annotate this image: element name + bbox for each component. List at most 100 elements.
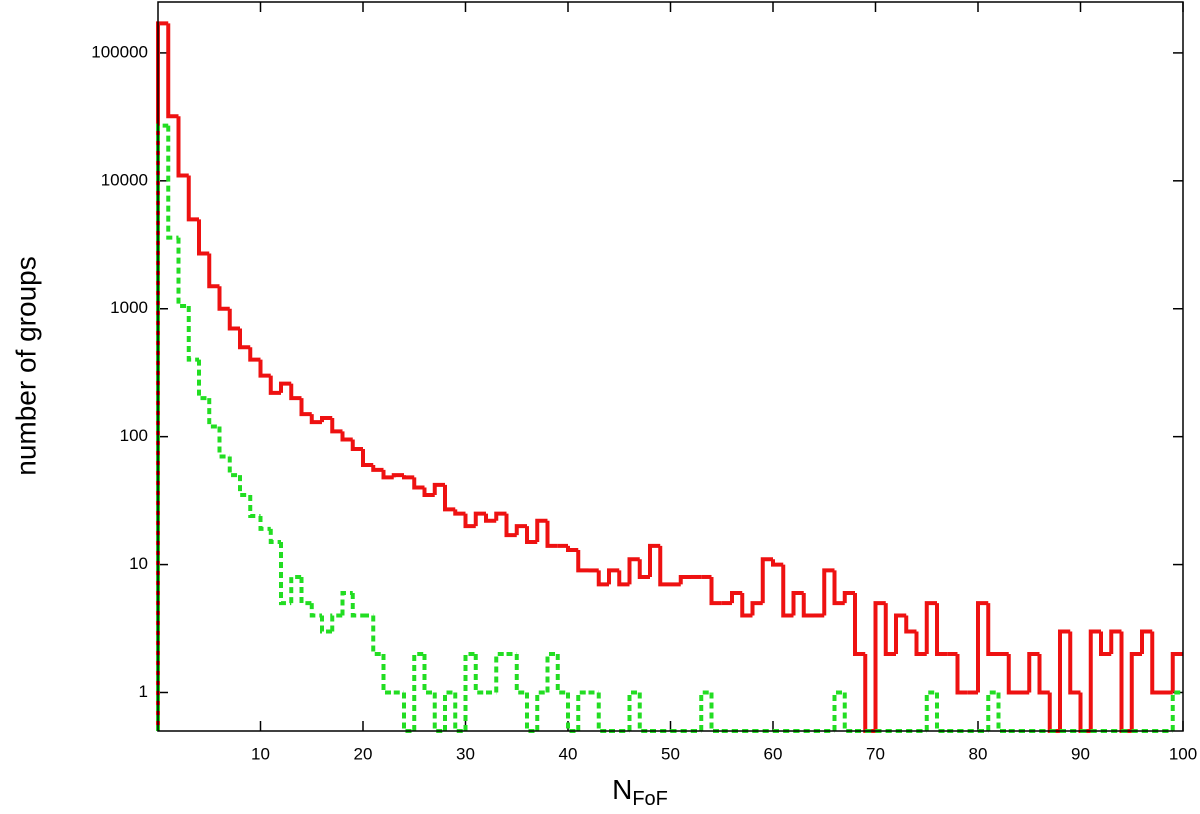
histogram-step	[637, 559, 650, 579]
histogram-step	[381, 653, 394, 695]
histogram-step	[207, 253, 220, 289]
histogram-step	[422, 653, 435, 695]
y-axis-label: number of groups	[10, 256, 41, 475]
histogram-step	[463, 513, 476, 529]
histogram-step	[494, 511, 507, 521]
histogram-step	[330, 417, 343, 434]
histogram-step	[955, 653, 968, 695]
histogram-step	[914, 631, 927, 656]
y-tick-label: 10	[129, 554, 148, 573]
histogram-step	[473, 653, 486, 695]
histogram-step	[1099, 631, 1112, 656]
histogram-step	[412, 477, 425, 490]
histogram-step	[361, 449, 374, 468]
histogram-step	[166, 125, 179, 240]
histogram-step	[371, 465, 384, 472]
histogram-step	[443, 484, 456, 512]
histogram-step	[268, 528, 281, 545]
histogram-step	[227, 456, 240, 478]
histogram-step	[996, 692, 1009, 733]
histogram-step	[350, 592, 363, 618]
histogram-step	[217, 426, 230, 459]
histogram-step	[535, 690, 548, 731]
histogram-step	[217, 286, 230, 311]
histogram-step	[432, 482, 445, 495]
histogram-step	[1140, 629, 1153, 654]
histogram-step	[617, 570, 630, 587]
histogram-step	[924, 690, 937, 731]
histogram-step	[935, 692, 948, 733]
histogram-step	[330, 613, 343, 632]
histogram-step	[596, 692, 609, 733]
histogram-step	[924, 601, 937, 654]
histogram-step	[166, 23, 179, 119]
histogram-step	[627, 557, 640, 585]
histogram-step	[494, 651, 507, 693]
x-axis-label: NFoF	[612, 774, 668, 809]
x-tick-label: 70	[866, 744, 885, 763]
histogram-step	[832, 570, 845, 606]
histogram-step	[555, 653, 568, 695]
histogram-step	[453, 509, 466, 516]
histogram-step	[1037, 653, 1050, 695]
histogram-step	[842, 590, 855, 604]
histogram-step	[576, 550, 589, 573]
y-tick-label: 100	[120, 426, 148, 445]
histogram-step	[484, 513, 497, 523]
x-tick-label: 90	[1071, 744, 1090, 763]
histogram-step	[473, 511, 486, 527]
x-tick-label: 60	[764, 744, 783, 763]
histogram-step	[402, 475, 415, 480]
histogram-step	[791, 590, 804, 616]
histogram-step	[894, 613, 907, 654]
histogram-step	[709, 576, 722, 606]
histogram-step	[248, 347, 261, 362]
histogram-step	[176, 237, 189, 309]
histogram-step	[279, 381, 292, 393]
histogram-step	[309, 603, 322, 618]
x-tick-label: 20	[354, 744, 373, 763]
histogram-step	[350, 439, 363, 452]
histogram-step	[463, 651, 476, 731]
y-tick-label: 1000	[110, 298, 148, 317]
x-tick-label: 80	[969, 744, 988, 763]
x-tick-label: 100	[1169, 744, 1197, 763]
histogram-step	[1170, 690, 1183, 731]
histogram-step	[299, 576, 312, 606]
histogram-step	[873, 601, 886, 731]
histogram-step	[545, 651, 558, 693]
histogram-step	[1027, 651, 1040, 693]
histogram-step	[822, 568, 835, 616]
histogram-step	[186, 306, 199, 362]
histogram-step	[391, 473, 404, 478]
x-tick-label: 30	[456, 744, 475, 763]
histogram-step	[883, 603, 896, 656]
histogram-step	[750, 601, 763, 616]
histogram-step	[422, 487, 435, 497]
histogram-step	[1088, 629, 1101, 731]
y-tick-label: 1	[139, 682, 148, 701]
histogram-step	[1129, 651, 1142, 731]
histogram-step	[268, 375, 281, 395]
histogram-step	[986, 603, 999, 656]
histogram-step	[238, 475, 251, 497]
histogram-step	[186, 175, 199, 222]
histogram-step	[227, 308, 240, 331]
histogram-step	[238, 328, 251, 350]
histogram-step	[289, 383, 302, 401]
histogram-step	[1068, 631, 1081, 695]
histogram-step	[1109, 629, 1122, 654]
histogram-step	[1058, 629, 1071, 731]
histogram-step	[320, 615, 333, 634]
histogram-step	[289, 574, 302, 604]
histogram-step	[627, 690, 640, 731]
histogram-step	[658, 545, 671, 587]
histogram-step	[535, 518, 548, 543]
histogram-step	[699, 690, 712, 731]
histogram-step	[596, 570, 609, 587]
x-tick-label: 50	[661, 744, 680, 763]
histogram-step	[904, 615, 917, 634]
histogram-step	[371, 615, 384, 656]
histogram-step	[781, 564, 794, 618]
